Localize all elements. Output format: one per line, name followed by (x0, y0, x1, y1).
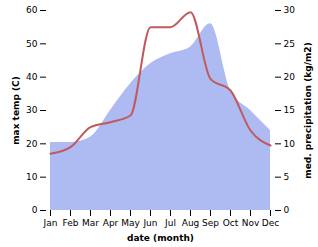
svg-text:max temp (C): max temp (C) (11, 76, 21, 145)
svg-text:Feb: Feb (63, 218, 79, 228)
svg-text:Nov: Nov (242, 218, 260, 228)
svg-text:30: 30 (26, 105, 38, 115)
svg-text:Aug: Aug (182, 218, 200, 228)
svg-text:date (month): date (month) (127, 233, 194, 243)
svg-text:Sep: Sep (202, 218, 219, 228)
svg-text:5: 5 (284, 172, 290, 182)
svg-text:50: 50 (26, 39, 38, 49)
svg-text:Apr: Apr (103, 218, 119, 228)
svg-text:30: 30 (284, 5, 296, 15)
svg-text:Jul: Jul (164, 218, 176, 228)
svg-text:20: 20 (284, 72, 296, 82)
svg-text:60: 60 (26, 5, 38, 15)
svg-text:10: 10 (26, 172, 38, 182)
svg-text:10: 10 (284, 139, 296, 149)
svg-text:15: 15 (284, 105, 295, 115)
svg-text:0: 0 (284, 205, 290, 215)
svg-text:May: May (121, 218, 140, 228)
svg-text:0: 0 (32, 205, 38, 215)
svg-text:20: 20 (26, 139, 38, 149)
svg-text:Oct: Oct (223, 218, 239, 228)
svg-text:Jun: Jun (142, 218, 157, 228)
svg-text:Jan: Jan (43, 218, 58, 228)
svg-text:med. precipitation (kg/m2): med. precipitation (kg/m2) (303, 42, 313, 178)
svg-text:Dec: Dec (262, 218, 279, 228)
svg-text:40: 40 (26, 72, 38, 82)
svg-text:Mar: Mar (82, 218, 99, 228)
svg-text:25: 25 (284, 39, 295, 49)
